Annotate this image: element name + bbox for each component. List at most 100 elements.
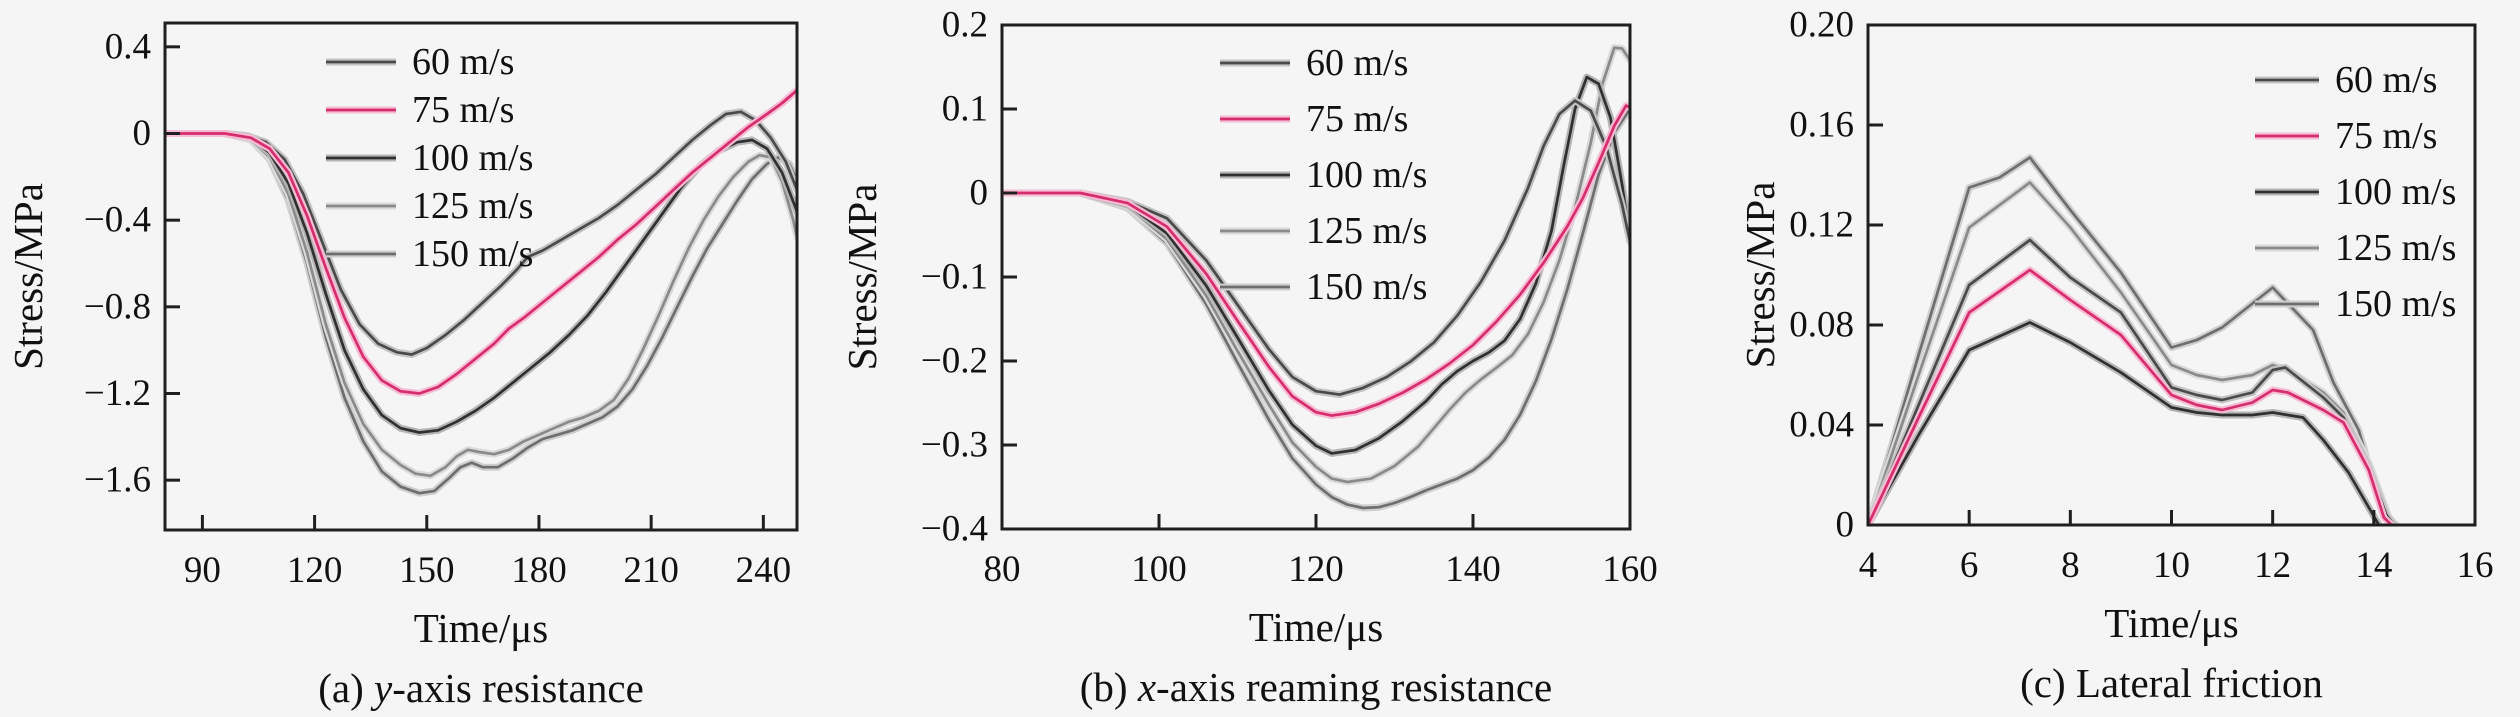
chart-c: 0.20 0.16 0.12 0.08 0.04 04 6 8 10 12 14 16 Time/μs S…	[1737, 5, 2494, 707]
x-tick-label: 8	[2061, 545, 2080, 586]
caption: (a) y-axis resistance	[318, 665, 644, 711]
plot-frame	[163, 21, 799, 532]
x-tick-label: 14	[2355, 545, 2392, 586]
legend: 60 m/s 75 m/s 100 m/s 125 m/s 150 m/s	[1220, 42, 1427, 308]
legend: 60 m/s 75 m/s 100 m/s 125 m/s 150 m/s	[326, 41, 533, 275]
legend-item: 100 m/s	[1220, 154, 1427, 196]
caption: (c) Lateral friction	[2020, 660, 2323, 706]
legend-item: 75 m/s	[1220, 98, 1408, 140]
y-tick-label: 0.12	[1789, 205, 1854, 246]
x-tick-label: 16	[2457, 545, 2494, 586]
legend-item: 125 m/s	[326, 185, 533, 227]
x-tick-label: 140	[1445, 549, 1501, 590]
y-axis-title: Stress/MPa	[1737, 182, 1783, 369]
y-tick-label: −0.3	[921, 425, 988, 466]
x-tick-label: 6	[1960, 545, 1979, 586]
y-tick-label: 0.4	[105, 26, 151, 67]
x-axis-title: Time/μs	[2104, 600, 2238, 646]
legend-item: 125 m/s	[1220, 210, 1427, 252]
x-tick-label: 150	[399, 550, 455, 591]
legend-label: 60 m/s	[1306, 42, 1408, 84]
x-tick-label: 120	[287, 550, 343, 591]
legend-label: 75 m/s	[412, 89, 514, 131]
legend-label: 125 m/s	[1306, 210, 1427, 252]
legend-item: 100 m/s	[2255, 171, 2456, 213]
legend-label: 150 m/s	[2335, 283, 2456, 325]
x-tick-label: 12	[2254, 545, 2291, 586]
legend-item: 100 m/s	[326, 137, 533, 179]
legend-label: 60 m/s	[2335, 59, 2437, 101]
chart-a: 0.4 0 −0.4 −0.8 −1.2 −1.6 90 120 150 180 210 240 Tim…	[5, 21, 799, 711]
legend: 60 m/s 75 m/s 100 m/s 125 m/s 150 m/s	[2255, 59, 2456, 325]
series-line-125-m-s	[165, 132, 797, 478]
series-line-100-m-s	[1002, 75, 1630, 455]
x-tick-label: 90	[184, 550, 221, 591]
series-line-150-m-s	[1002, 107, 1630, 510]
series-line-60-m-s	[165, 110, 797, 356]
y-tick-label: 0.1	[942, 89, 988, 130]
y-tick-label: 0	[1836, 505, 1855, 546]
x-axis-title: Time/μs	[414, 605, 548, 651]
legend-label: 125 m/s	[2335, 227, 2456, 269]
y-tick-label: −0.2	[921, 341, 988, 382]
chart-b: 0.2 0.1 0 −0.1 −0.2 −0.3 −0.480 100 120 140 160 Tim…	[840, 5, 1658, 711]
chart-panel-a: 0.4 0 −0.4 −0.8 −1.2 −1.6 90 120 150 180 210 240 Tim…	[0, 0, 840, 717]
y-tick-label: −1.2	[84, 373, 151, 414]
legend-item: 75 m/s	[326, 89, 514, 131]
legend-item: 125 m/s	[2255, 227, 2456, 269]
x-tick-label: 180	[511, 550, 567, 591]
legend-item: 60 m/s	[2255, 59, 2437, 101]
y-tick-label: −0.4	[84, 200, 151, 241]
x-tick-label: 4	[1859, 545, 1878, 586]
legend-item: 150 m/s	[1220, 266, 1427, 308]
legend-item: 60 m/s	[326, 41, 514, 83]
y-tick-label: −0.8	[84, 286, 151, 327]
legend-item: 150 m/s	[326, 233, 533, 275]
y-tick-label: −0.1	[921, 257, 988, 298]
y-tick-label: 0.08	[1789, 305, 1854, 346]
series-line-100-m-s-halo	[1868, 319, 2383, 525]
legend-label: 100 m/s	[412, 137, 533, 179]
y-tick-label: 0.20	[1789, 5, 1854, 46]
caption: (b) x-axis reaming resistance	[1080, 664, 1552, 710]
y-tick-label: 0.2	[942, 5, 988, 46]
y-tick-label: 0.04	[1789, 405, 1854, 446]
series-line-150-m-s	[165, 132, 797, 495]
y-tick-label: −0.4	[921, 509, 988, 550]
x-tick-label: 10	[2153, 545, 2190, 586]
chart-panel-b: 0.2 0.1 0 −0.1 −0.2 −0.3 −0.4 80 100 120 140 160 Tim…	[840, 0, 1680, 717]
series-line-60-m-s	[1002, 99, 1630, 396]
legend-label: 75 m/s	[2335, 115, 2437, 157]
series-group	[1002, 44, 1630, 512]
series-group	[165, 86, 797, 497]
series-line-75-m-s	[1002, 104, 1630, 417]
series-line-125-m-s	[1002, 46, 1630, 484]
legend-label: 150 m/s	[1306, 266, 1427, 308]
y-tick-label: 0.16	[1789, 105, 1854, 146]
x-axis-title: Time/μs	[1249, 604, 1383, 650]
legend-label: 100 m/s	[1306, 154, 1427, 196]
series-line-100-m-s	[1868, 321, 2381, 525]
y-tick-label: 0	[133, 113, 152, 154]
legend-item: 75 m/s	[2255, 115, 2437, 157]
legend-label: 100 m/s	[2335, 171, 2456, 213]
chart-panel-c: 0.20 0.16 0.12 0.08 0.04 0 4 6 8 10 12 14 16 Time/μs S…	[1680, 0, 2520, 717]
series-group	[1868, 154, 2401, 525]
legend-label: 150 m/s	[412, 233, 533, 275]
legend-label: 125 m/s	[412, 185, 533, 227]
legend-label: 60 m/s	[412, 41, 514, 83]
series-line-150-m-s	[1868, 156, 2393, 525]
series-line-75-m-s-halo	[1002, 102, 1630, 420]
x-tick-label: 120	[1288, 549, 1344, 590]
x-tick-label: 80	[984, 549, 1021, 590]
y-axis-title: Stress/MPa	[5, 183, 51, 370]
y-tick-label: −1.6	[84, 460, 151, 501]
x-tick-label: 100	[1131, 549, 1187, 590]
y-axis-title: Stress/MPa	[840, 184, 885, 371]
y-tick-label: 0	[970, 173, 989, 214]
x-tick-label: 240	[736, 550, 792, 591]
series-line-75-m-s	[1868, 268, 2393, 525]
x-tick-label: 160	[1602, 549, 1658, 590]
legend-item: 60 m/s	[1220, 42, 1408, 84]
